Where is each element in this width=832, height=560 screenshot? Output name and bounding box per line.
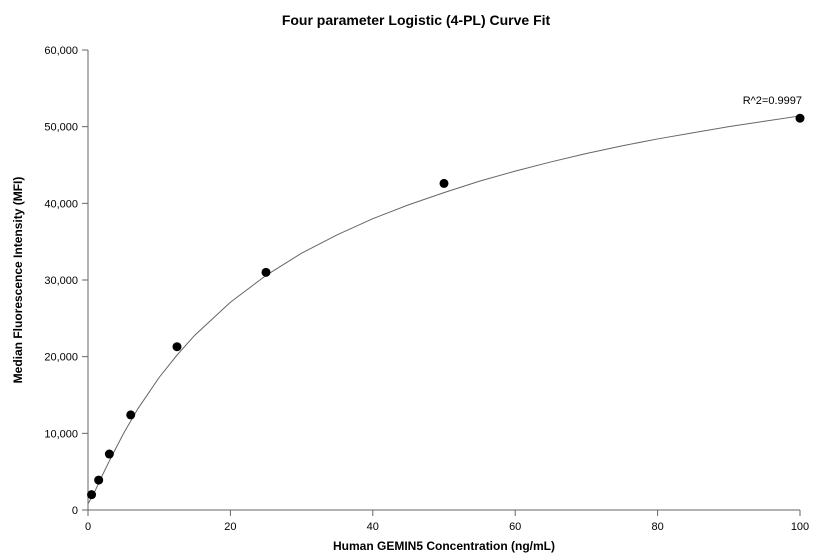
y-axis-label: Median Fluorescence Intensity (MFI) [11, 177, 25, 384]
chart-container: Four parameter Logistic (4-PL) Curve Fit… [0, 0, 832, 560]
y-tick-label: 60,000 [44, 45, 78, 57]
x-tick-label: 80 [651, 521, 663, 533]
data-point [440, 179, 449, 188]
r-squared-annotation: R^2=0.9997 [743, 95, 802, 107]
x-tick-label: 60 [509, 521, 521, 533]
x-tick-label: 0 [85, 521, 91, 533]
data-point [262, 268, 271, 277]
y-tick-label: 30,000 [44, 275, 78, 287]
data-point [105, 450, 114, 459]
data-point [87, 490, 96, 499]
x-axis-label: Human GEMIN5 Concentration (ng/mL) [333, 539, 555, 553]
data-point [173, 342, 182, 351]
y-tick-label: 0 [72, 505, 78, 517]
data-point [94, 476, 103, 485]
data-point [126, 410, 135, 419]
x-tick-label: 20 [224, 521, 236, 533]
fit-curve [88, 116, 800, 504]
chart-svg: Four parameter Logistic (4-PL) Curve Fit… [0, 0, 832, 560]
y-tick-label: 10,000 [44, 428, 78, 440]
y-tick-label: 20,000 [44, 352, 78, 364]
chart-title: Four parameter Logistic (4-PL) Curve Fit [282, 12, 551, 28]
y-tick-label: 50,000 [44, 122, 78, 134]
x-tick-label: 40 [367, 521, 379, 533]
y-tick-label: 40,000 [44, 198, 78, 210]
x-tick-label: 100 [791, 521, 809, 533]
data-point [796, 114, 805, 123]
